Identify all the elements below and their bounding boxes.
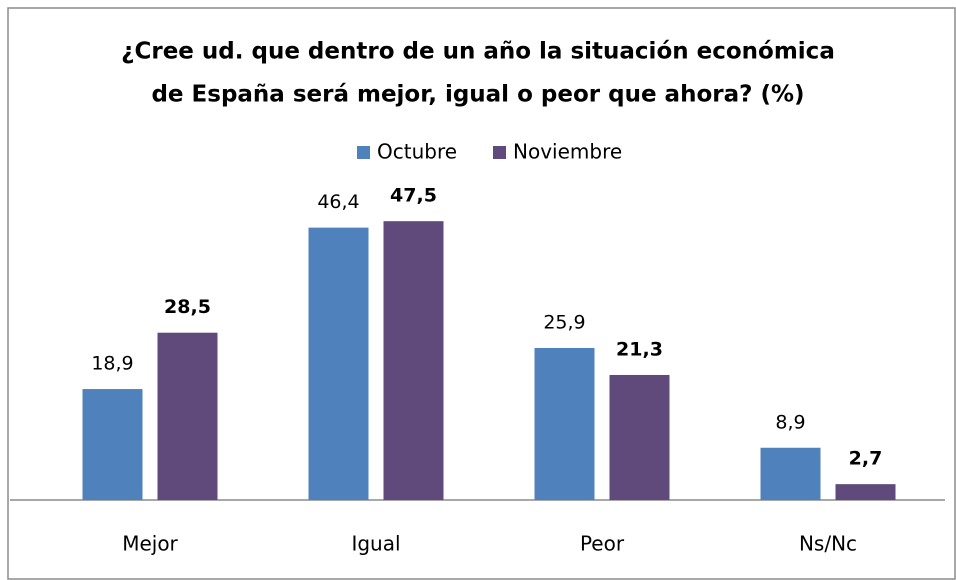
- bar: [308, 227, 369, 500]
- x-tick-label: Peor: [580, 532, 625, 556]
- bar: [383, 221, 444, 501]
- bar: [157, 332, 218, 500]
- value-label: 47,5: [390, 185, 437, 207]
- legend-label: Noviembre: [513, 140, 622, 164]
- x-tick-label: Mejor: [122, 532, 178, 556]
- value-label: 8,9: [775, 411, 805, 433]
- value-label: 25,9: [543, 311, 585, 333]
- x-tick-label: Ns/Nc: [799, 532, 857, 556]
- value-label: 18,9: [91, 353, 133, 375]
- legend-swatch: [493, 146, 506, 159]
- legend-swatch: [357, 146, 370, 159]
- chart-title: de España será mejor, igual o peor que a…: [151, 82, 804, 108]
- bar: [835, 484, 896, 500]
- value-label: 2,7: [849, 448, 883, 470]
- bar: [82, 389, 143, 500]
- bar: [534, 347, 595, 500]
- value-label: 46,4: [317, 191, 359, 213]
- bar: [760, 447, 821, 500]
- bar: [609, 374, 670, 500]
- legend-label: Octubre: [377, 140, 457, 164]
- chart-title: ¿Cree ud. que dentro de un año la situac…: [121, 39, 835, 65]
- value-label: 21,3: [616, 338, 663, 360]
- x-tick-label: Igual: [351, 532, 400, 556]
- value-label: 28,5: [164, 296, 211, 318]
